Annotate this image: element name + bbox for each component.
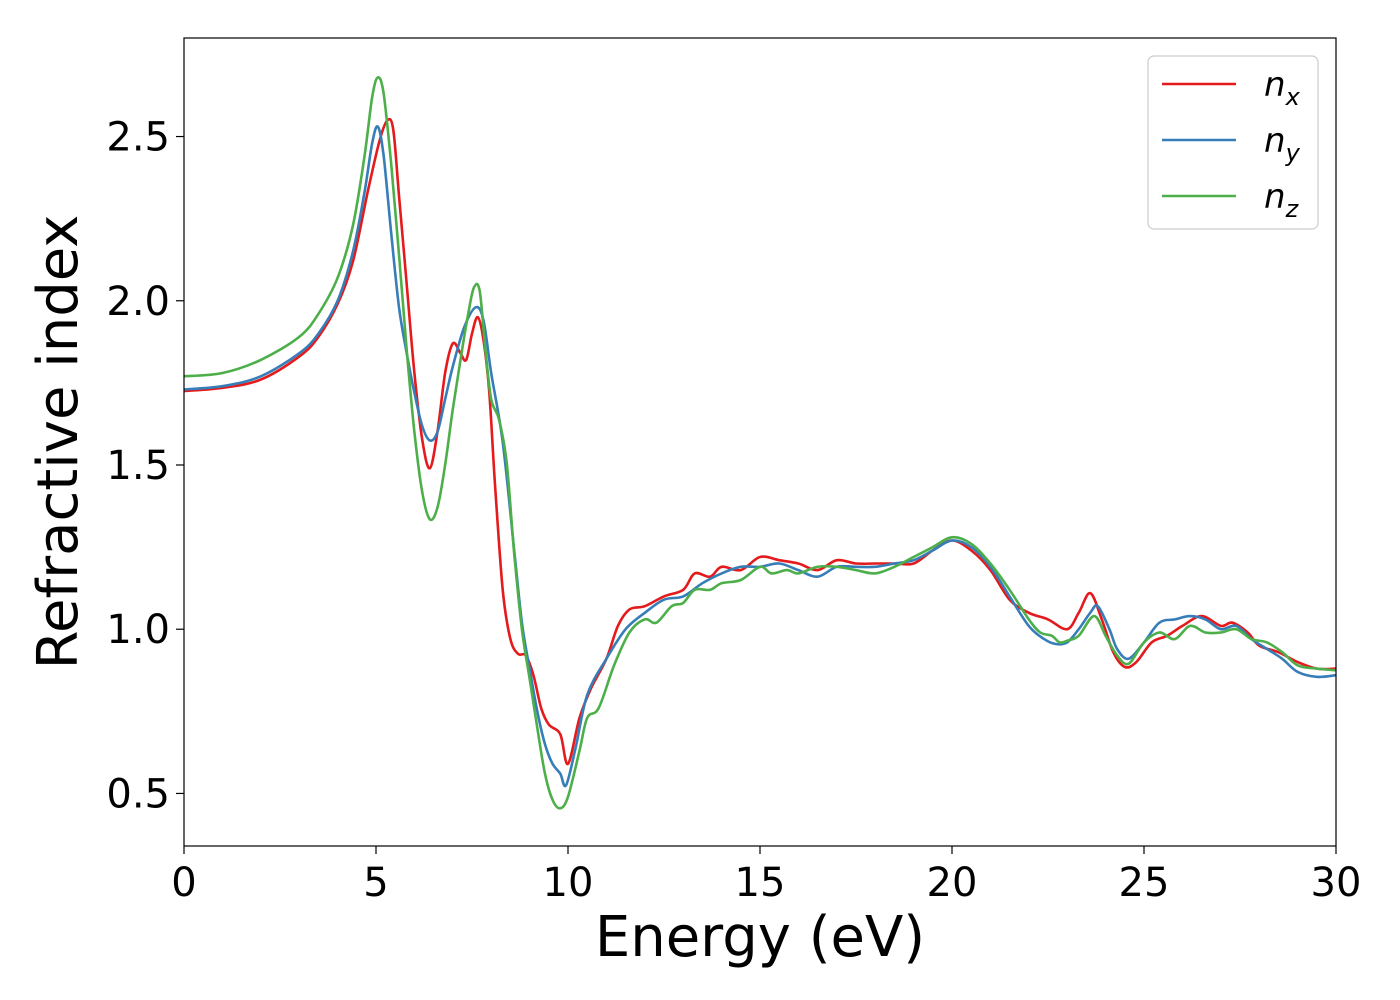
y-tick-label: 1.0 [106,607,170,653]
y-tick-label: 0.5 [106,771,170,817]
series-line-nz [184,76,1336,810]
y-tick-label: 1.5 [106,443,170,489]
x-tick-label: 15 [735,860,786,906]
y-axis-title: Refractive index [26,215,91,670]
x-tick-label: 5 [363,860,388,906]
y-tick-label: 2.0 [106,279,170,325]
series-layer [184,76,1336,810]
legend: nx ny nz [1147,55,1319,230]
y-tick-label: 2.5 [106,115,170,161]
x-tick-label: 20 [927,860,978,906]
x-axis: 0 5 10 15 20 25 30 [171,846,1361,906]
x-tick-label: 10 [543,860,594,906]
legend-label-nx: nx [1264,65,1301,111]
plot-area [184,38,1336,846]
legend-box [1147,55,1319,230]
legend-label-ny: ny [1264,121,1301,167]
series-line-nx [184,117,1336,766]
x-tick-label: 0 [171,860,196,906]
x-axis-title: Energy (eV) [595,905,925,970]
x-tick-label: 30 [1311,860,1362,906]
legend-label-nz: nz [1264,177,1300,223]
y-axis: 0.5 1.0 1.5 2.0 2.5 [106,115,184,817]
x-tick-label: 25 [1119,860,1170,906]
